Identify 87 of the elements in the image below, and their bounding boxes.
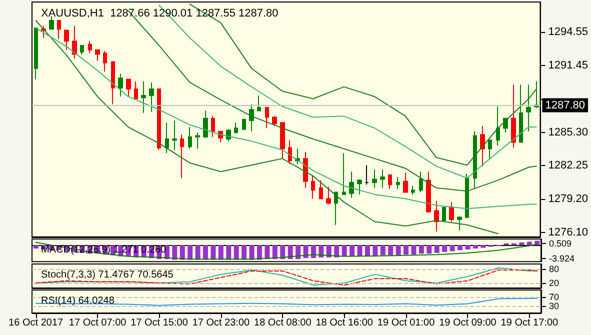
candlestick — [141, 80, 146, 114]
candlestick — [172, 120, 177, 150]
candlestick — [411, 185, 415, 195]
candlestick — [480, 125, 485, 167]
candlestick — [488, 140, 492, 160]
candlestick — [41, 25, 46, 38]
candlestick — [265, 106, 269, 129]
x-tick-label: 19 Oct 17:00 — [500, 318, 558, 328]
candlestick — [357, 178, 362, 195]
candlestick — [519, 84, 523, 143]
candlestick — [126, 78, 131, 98]
candlestick — [380, 168, 385, 188]
y-tick-label: 20 — [549, 278, 560, 288]
x-tick-label: 18 Oct 16:00 — [316, 318, 374, 328]
line-series — [35, 242, 538, 260]
candlestick — [165, 122, 169, 154]
candlestick — [242, 118, 246, 131]
candlestick — [64, 30, 69, 50]
line-series — [35, 28, 537, 210]
y-tick-label: 80 — [549, 264, 560, 274]
x-tick-label: 17 Oct 07:00 — [68, 318, 127, 328]
candlestick — [365, 164, 369, 186]
candlestick — [319, 180, 323, 200]
y-tick-label: 1291.45 — [548, 60, 588, 72]
y-tick-label: 70 — [549, 292, 560, 302]
y-tick-label: 1276.10 — [548, 226, 588, 238]
candlestick — [496, 106, 500, 146]
candlestick — [396, 176, 400, 190]
y-tick-label: 1279.20 — [548, 192, 588, 205]
candlestick — [326, 186, 331, 205]
candlestick — [372, 168, 377, 188]
candlestick — [426, 171, 431, 212]
candlestick — [288, 140, 292, 164]
candlestick — [88, 40, 92, 54]
candlestick — [157, 88, 161, 150]
y-tick-label: 1294.55 — [548, 26, 588, 38]
x-tick-label: 19 Oct 09:00 — [439, 318, 497, 328]
y-tick-label: 30 — [549, 301, 560, 312]
ref-line-label: 1287.80 — [545, 99, 586, 112]
candlestick — [111, 61, 115, 105]
candlestick — [188, 126, 192, 150]
candlestick — [57, 20, 61, 40]
candlestick — [473, 130, 477, 190]
candlestick — [203, 110, 208, 138]
y-tick-label: 1282.25 — [548, 160, 588, 172]
candlestick — [311, 174, 315, 200]
candlestick — [180, 134, 184, 179]
x-tick-label: 16 Oct 2017 — [8, 318, 64, 328]
candlestick — [234, 122, 238, 134]
candlestick — [134, 80, 138, 100]
x-tick-label: 17 Oct 15:00 — [130, 318, 188, 328]
candlestick — [34, 28, 38, 80]
candlestick — [80, 44, 84, 55]
candlestick — [249, 104, 254, 132]
candlestick — [434, 200, 439, 232]
candlestick — [272, 116, 277, 126]
candlestick — [465, 173, 469, 219]
candlestick — [95, 49, 100, 62]
candlestick — [449, 202, 454, 222]
candlestick — [103, 50, 107, 72]
candlestick — [280, 122, 285, 160]
candlestick — [511, 84, 516, 148]
candlestick — [334, 192, 338, 226]
x-tick-label: 17 Oct 23:00 — [192, 318, 250, 328]
candlestick — [72, 25, 77, 60]
candlestick — [257, 95, 261, 112]
candlestick — [303, 152, 308, 188]
candlestick — [457, 216, 462, 231]
y-tick-label: 0.509 — [549, 238, 572, 248]
candlestick — [534, 80, 539, 109]
candlestick — [149, 82, 154, 112]
candlestick — [442, 206, 446, 222]
candlestick — [211, 116, 215, 138]
candlestick — [403, 172, 408, 193]
x-tick-label: 18 Oct 08:00 — [254, 318, 312, 328]
text: Stoch(7,3,3) 71.4767 70.5645 — [41, 270, 174, 280]
line-series — [35, 20, 498, 234]
candlestick — [118, 73, 123, 98]
candlestick — [526, 84, 531, 132]
candlestick — [388, 174, 392, 190]
y-tick-label: -3.924 — [549, 254, 575, 264]
candlestick — [349, 171, 354, 198]
candlestick — [419, 171, 423, 193]
candlestick — [342, 152, 346, 195]
candlestick — [195, 132, 200, 150]
y-tick-label: 1285.30 — [548, 126, 588, 138]
x-tick-label: 19 Oct 01:00 — [377, 318, 436, 328]
